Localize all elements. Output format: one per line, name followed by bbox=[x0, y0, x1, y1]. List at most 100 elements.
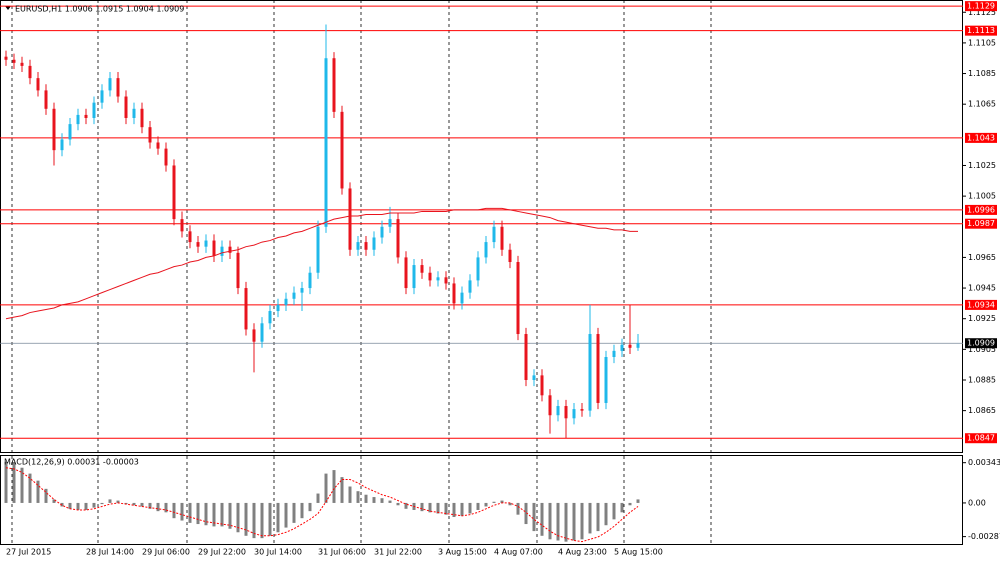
y-tick-label: 1.0905 bbox=[968, 345, 996, 354]
level-label-box bbox=[965, 433, 997, 444]
y-tick-label: 1.0925 bbox=[968, 314, 996, 323]
x-tick-label: 5 Aug 15:00 bbox=[614, 548, 663, 557]
y-tick-label: 1.0945 bbox=[968, 284, 996, 293]
candle-body bbox=[300, 288, 304, 293]
candle-body bbox=[364, 242, 368, 250]
histogram-bar bbox=[604, 502, 608, 526]
candle-body bbox=[324, 58, 328, 227]
histogram-bar bbox=[628, 502, 632, 506]
macd-title: MACD(12,26,9) 0.00031 -0.00003 bbox=[4, 458, 139, 467]
histogram-bar bbox=[476, 502, 480, 510]
histogram-bar bbox=[572, 502, 576, 541]
candle-body bbox=[172, 165, 176, 220]
candle-body bbox=[444, 277, 448, 284]
histogram-bar bbox=[356, 491, 360, 503]
candle-body bbox=[188, 231, 192, 243]
candle-body bbox=[612, 350, 616, 358]
histogram-bar bbox=[260, 502, 264, 539]
histogram-bar bbox=[268, 502, 272, 536]
candle-body bbox=[228, 246, 232, 253]
candle-body bbox=[268, 311, 272, 324]
candle-body bbox=[28, 65, 32, 79]
candle-body bbox=[284, 298, 288, 305]
histogram-bar bbox=[492, 501, 496, 503]
x-tick-label: 29 Jul 06:00 bbox=[142, 548, 190, 557]
candle-body bbox=[636, 343, 640, 348]
candle-body bbox=[100, 90, 104, 103]
y-tick-label: 1.1105 bbox=[968, 38, 996, 47]
histogram-bar bbox=[140, 502, 144, 507]
candle-body bbox=[276, 304, 280, 312]
candle-body bbox=[196, 242, 200, 247]
x-tick-label: 4 Aug 23:00 bbox=[558, 548, 607, 557]
level-label: 1.0996 bbox=[967, 205, 995, 214]
histogram-bar bbox=[316, 493, 320, 503]
candle-body bbox=[524, 334, 528, 380]
candle-body bbox=[164, 148, 168, 166]
histogram-bar bbox=[244, 502, 248, 536]
histogram-bar bbox=[500, 500, 504, 503]
candle-body bbox=[92, 102, 96, 118]
candle-body bbox=[156, 142, 160, 149]
histogram-bar bbox=[508, 502, 512, 506]
histogram-bar bbox=[276, 502, 280, 533]
histogram-bar bbox=[540, 502, 544, 536]
histogram-bar bbox=[484, 502, 488, 507]
candle-body bbox=[388, 219, 392, 227]
histogram-bar bbox=[516, 502, 520, 515]
menu-arrow[interactable] bbox=[5, 6, 11, 10]
candle-body bbox=[132, 108, 136, 118]
level-label: 1.1043 bbox=[967, 133, 995, 142]
y-tick-label: 1.1025 bbox=[968, 161, 996, 170]
histogram-bar bbox=[188, 502, 192, 523]
histogram-bar bbox=[532, 502, 536, 532]
histogram-bar bbox=[300, 502, 304, 519]
histogram-bar bbox=[28, 473, 32, 503]
x-tick-label: 4 Aug 07:00 bbox=[494, 548, 543, 557]
candle-body bbox=[36, 78, 40, 91]
histogram-bar bbox=[220, 502, 224, 527]
candle-body bbox=[68, 124, 72, 140]
y-tick-label: 1.1065 bbox=[968, 100, 996, 109]
histogram-bar bbox=[44, 488, 48, 503]
x-tick-label: 31 Jul 06:00 bbox=[318, 548, 366, 557]
histogram-bar bbox=[180, 502, 184, 521]
candle-body bbox=[252, 329, 256, 342]
histogram-bar bbox=[548, 502, 552, 540]
histogram-bar bbox=[124, 502, 128, 505]
candle-body bbox=[564, 406, 568, 419]
day-separators bbox=[11, 0, 712, 545]
candle-body bbox=[340, 111, 344, 189]
histogram-bar bbox=[468, 502, 472, 514]
candle-body bbox=[396, 219, 400, 258]
histogram-bar bbox=[436, 502, 440, 514]
histogram-bar bbox=[388, 500, 392, 503]
candle-body bbox=[468, 280, 472, 293]
candle-body bbox=[604, 357, 608, 403]
histogram-bar bbox=[420, 502, 424, 512]
x-tick-label: 29 Jul 22:00 bbox=[198, 548, 246, 557]
y-tick-label: 0.00343 bbox=[968, 458, 1000, 467]
candle-body bbox=[332, 58, 336, 112]
candle-body bbox=[148, 127, 152, 143]
price-panel-frame bbox=[0, 0, 963, 453]
candle-body bbox=[308, 272, 312, 289]
histogram-bar bbox=[292, 502, 296, 523]
candle-body bbox=[556, 406, 560, 416]
histogram-bar bbox=[252, 502, 256, 539]
x-tick-label: 3 Aug 15:00 bbox=[438, 548, 487, 557]
candle-body bbox=[76, 114, 80, 125]
candle-body bbox=[500, 226, 504, 250]
histogram-bar bbox=[444, 502, 448, 515]
histogram-bar bbox=[148, 502, 152, 509]
candle-body bbox=[532, 375, 536, 380]
histogram-bar bbox=[396, 502, 400, 506]
histogram-bar bbox=[332, 470, 336, 503]
candle-body bbox=[428, 272, 432, 281]
last-price-label: 1.0909 bbox=[967, 339, 995, 348]
y-tick-label: 1.1125 bbox=[968, 8, 996, 17]
level-label-box bbox=[965, 25, 997, 36]
histogram-bar bbox=[164, 502, 168, 513]
candle-body bbox=[212, 240, 216, 256]
level-label: 1.0987 bbox=[967, 219, 995, 228]
